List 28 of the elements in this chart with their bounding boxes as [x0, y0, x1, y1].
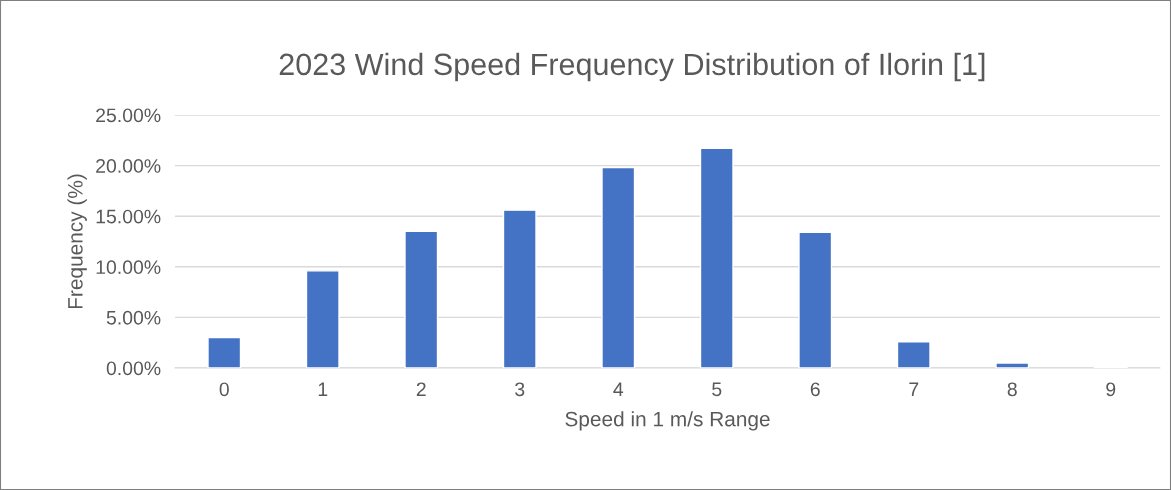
- y-axis-title: Frequency (%): [67, 174, 87, 309]
- x-tick-label: 6: [810, 382, 820, 397]
- x-tick-label: 0: [219, 382, 229, 397]
- y-tick-label: 25.00%: [96, 108, 161, 123]
- bar: [601, 166, 636, 368]
- bar: [404, 230, 439, 368]
- x-tick-label: 4: [613, 382, 624, 396]
- y-tick-label: 0.00%: [106, 361, 161, 376]
- bar: [502, 209, 537, 368]
- x-tick-label: 5: [712, 382, 722, 397]
- x-axis-title: Speed in 1 m/s Range: [565, 411, 770, 431]
- y-tick-label: 10.00%: [96, 260, 161, 275]
- bar: [798, 231, 833, 368]
- x-tick-label: 7: [909, 382, 919, 396]
- y-tick-label: 5.00%: [106, 310, 161, 325]
- bar: [305, 270, 340, 368]
- x-tick-label: 9: [1106, 382, 1116, 397]
- y-tick-label: 15.00%: [96, 209, 161, 224]
- bar: [699, 147, 734, 368]
- x-tick-label: 8: [1007, 382, 1017, 397]
- x-tick-label: 2: [416, 382, 426, 396]
- chart-title: 2023 Wind Speed Frequency Distribution of Ilorin [1]: [279, 52, 985, 82]
- bar: [207, 336, 242, 368]
- bar: [896, 340, 931, 368]
- y-tick-label: 20.00%: [96, 159, 161, 173]
- x-tick-label: 3: [515, 382, 525, 397]
- x-tick-label: 1: [318, 382, 328, 396]
- bar: [995, 362, 1030, 368]
